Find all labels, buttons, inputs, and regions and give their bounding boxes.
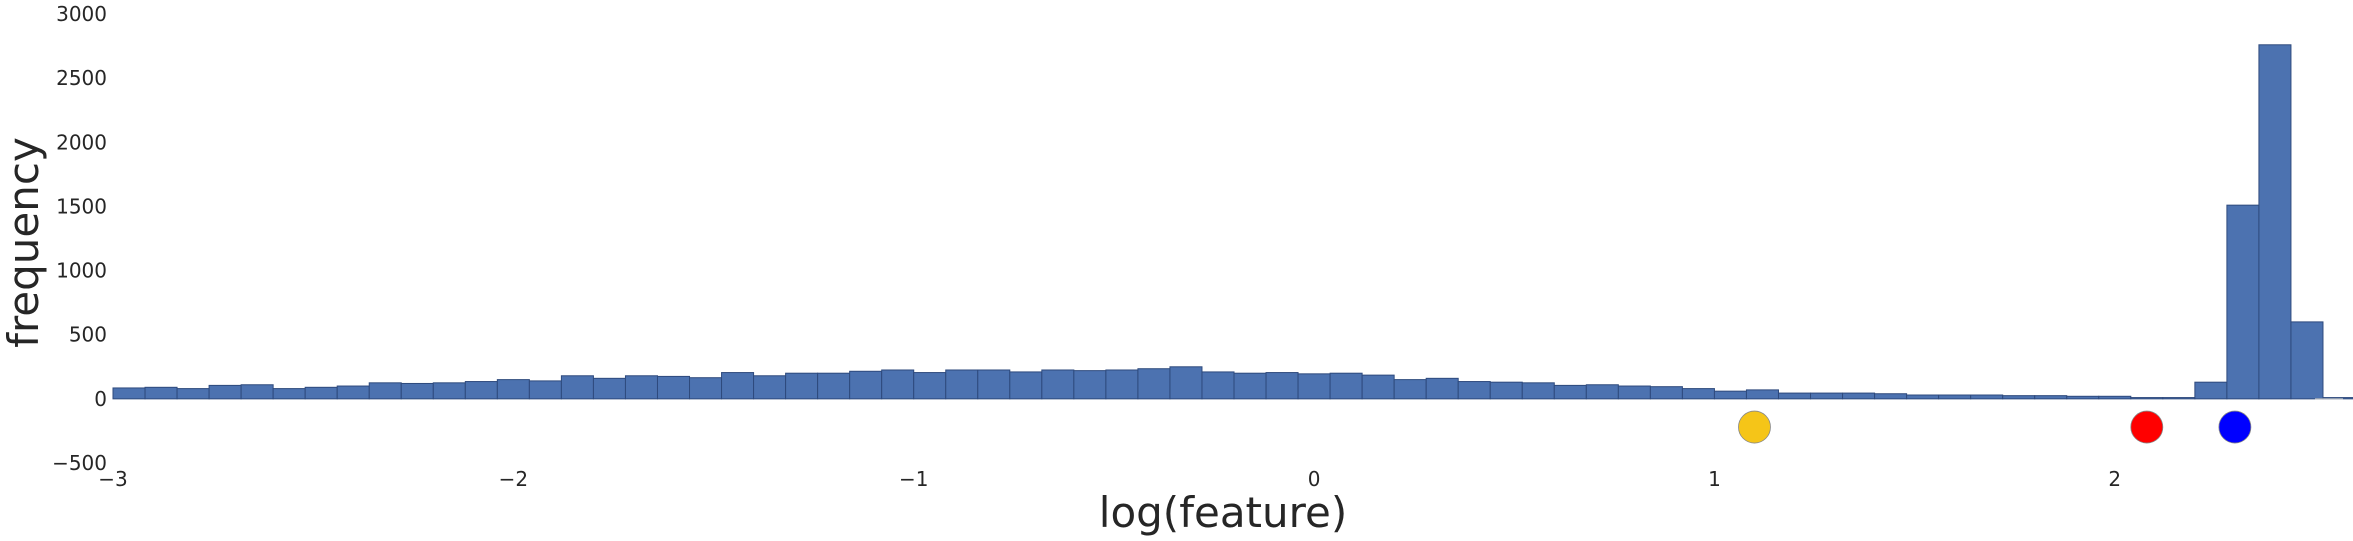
x-tick-label: 2 <box>2108 467 2121 491</box>
y-tick-label: 2500 <box>56 66 107 90</box>
histogram-bar <box>1009 371 1043 400</box>
histogram-bar <box>400 382 434 400</box>
y-tick-labels: −500 0 500 1000 1500 2000 2500 3000 <box>52 2 107 475</box>
histogram-bar <box>1906 394 1940 400</box>
bars-group <box>112 44 2353 400</box>
histogram-bar <box>1553 384 1587 400</box>
histogram-bar <box>144 386 178 400</box>
histogram-bar <box>1137 368 1171 400</box>
point-marker <box>2218 410 2252 444</box>
histogram-bar <box>112 387 146 400</box>
histogram-bar <box>1777 392 1812 400</box>
x-tick-label: −2 <box>499 467 528 491</box>
histogram-bar <box>1169 366 1203 400</box>
y-tick-label: 1500 <box>56 194 107 218</box>
x-tick-label: −1 <box>899 467 928 491</box>
histogram-bar <box>1361 374 1395 400</box>
histogram-bar <box>785 372 819 400</box>
histogram-bar <box>1489 381 1523 400</box>
histogram-bar <box>1713 390 1747 400</box>
histogram-bar <box>2098 395 2132 400</box>
x-tick-labels: −3 −2 −1 0 1 2 <box>98 467 2121 491</box>
histogram-bar <box>2066 395 2100 400</box>
histogram-bar <box>1585 384 1619 400</box>
histogram-bar <box>560 375 594 400</box>
histogram-bar <box>368 382 402 400</box>
histogram-bar <box>496 379 530 400</box>
histogram-bar <box>528 380 562 400</box>
histogram-bar <box>1425 377 1459 400</box>
histogram-bar <box>2258 44 2292 400</box>
histogram-bar <box>817 372 851 400</box>
y-tick-label: 1000 <box>56 259 107 283</box>
y-axis-label: frequency <box>0 137 48 348</box>
histogram-bar <box>432 382 466 400</box>
histogram-bar <box>1938 394 1972 400</box>
histogram-bar <box>1521 382 1555 400</box>
histogram-bar <box>1393 379 1427 400</box>
histogram-bar <box>1265 372 1299 400</box>
histogram-bar <box>2002 395 2036 400</box>
histogram-bar <box>624 375 658 400</box>
histogram-bar <box>1201 371 1235 400</box>
histogram-bar <box>592 377 626 400</box>
histogram-bar <box>913 372 947 400</box>
histogram-bar <box>1649 386 1683 400</box>
histogram-bar <box>945 369 979 400</box>
histogram-bar <box>1329 372 1363 400</box>
histogram-bar <box>1842 392 1876 400</box>
histogram-bar <box>1297 373 1331 400</box>
histogram-bar <box>336 385 370 400</box>
histogram-bar <box>1041 369 1075 400</box>
y-tick-label: 3000 <box>56 2 107 26</box>
histogram-bar <box>656 375 691 400</box>
x-tick-label: 1 <box>1708 467 1721 491</box>
histogram-bar <box>1810 392 1844 400</box>
histogram-bar <box>1073 370 1107 400</box>
histogram-bar <box>304 386 338 400</box>
histogram-bar <box>689 377 723 400</box>
histogram-bar <box>849 370 883 400</box>
histogram-bar <box>464 381 498 400</box>
y-tick-label: 500 <box>69 323 107 347</box>
histogram-bar <box>240 384 274 400</box>
histogram-bar <box>2162 397 2196 400</box>
histogram-bar <box>1970 394 2004 400</box>
histogram-bar <box>1233 372 1267 400</box>
point-marker <box>1738 410 1771 444</box>
histogram-bar <box>208 384 242 400</box>
x-tick-label: 0 <box>1308 467 1321 491</box>
histogram-bar <box>1457 381 1491 400</box>
histogram-bar <box>1105 369 1139 400</box>
histogram-bar <box>1681 388 1715 400</box>
point-marker <box>2130 410 2164 444</box>
histogram-bar <box>881 369 915 400</box>
histogram-bar <box>1617 385 1651 400</box>
histogram-bar <box>2130 397 2164 400</box>
histogram-bar <box>2290 321 2324 400</box>
y-tick-label: 2000 <box>56 130 107 154</box>
histogram-bar <box>1874 393 1908 400</box>
histogram-bar <box>1745 389 1779 400</box>
histogram-bar <box>721 372 755 400</box>
histogram-bar <box>2034 395 2068 400</box>
histogram-bar <box>272 388 306 400</box>
histogram-bar <box>977 369 1011 400</box>
histogram-bar <box>176 388 210 400</box>
histogram-bar <box>753 375 787 400</box>
histogram-bar <box>2194 381 2228 400</box>
y-tick-label: 0 <box>94 387 107 411</box>
x-tick-label: −3 <box>98 467 127 491</box>
markers-group <box>1738 410 2252 444</box>
y-tick-label: −500 <box>52 451 107 475</box>
histogram-bar <box>2226 204 2260 400</box>
x-axis-label: log(feature) <box>1099 488 1347 537</box>
